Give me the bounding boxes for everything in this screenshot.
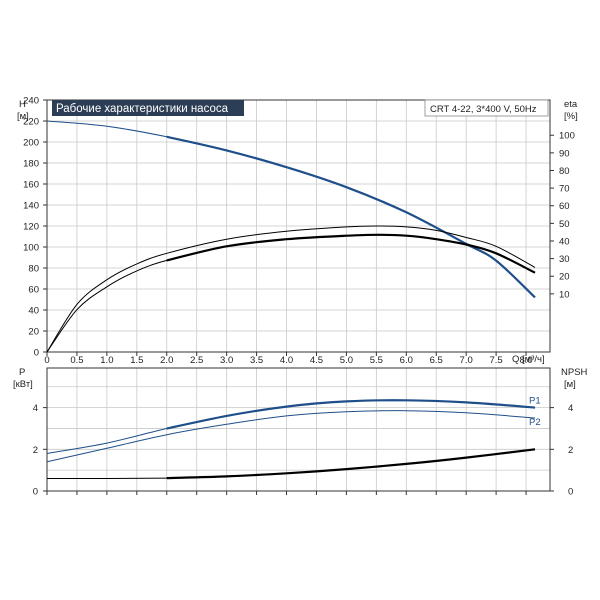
series-label-p2: P2	[529, 417, 541, 428]
x-tick-label: 8.0	[519, 355, 532, 366]
lower-series-line-1	[46, 410, 536, 463]
left-tick-label: 4	[33, 403, 38, 414]
x-tick-label: 2.0	[160, 355, 173, 366]
lower-right-axis-unit: [м]	[564, 379, 576, 390]
left-tick-label: 0	[33, 487, 38, 498]
left-tick-label: 40	[28, 306, 39, 317]
lower-plot-frame	[46, 367, 551, 492]
title-box	[52, 100, 244, 116]
left-tick-label: 80	[28, 264, 39, 275]
right-tick-label: 30	[559, 254, 570, 265]
left-tick-label: 240	[23, 96, 39, 107]
lower-left-axis-unit: [кВт]	[13, 379, 33, 390]
x-tick-label: 5.5	[370, 355, 383, 366]
upper-left-axis-unit: [м]	[17, 111, 29, 122]
x-tick-label: 6.5	[430, 355, 443, 366]
x-tick-label: 6.0	[400, 355, 413, 366]
left-tick-label: 20	[28, 327, 39, 338]
lower-series-line-highlight-0	[166, 399, 536, 430]
x-tick-label: 0.5	[70, 355, 83, 366]
x-tick-label: 1.0	[100, 355, 113, 366]
upper-left-axis-label: H	[19, 99, 26, 110]
right-tick-label: 100	[559, 131, 575, 142]
left-tick-label: 100	[23, 243, 39, 254]
left-tick-label: 0	[34, 348, 39, 359]
upper-plot-grid	[47, 99, 550, 353]
right-tick-label: 40	[559, 236, 570, 247]
series-line-2	[46, 225, 536, 353]
series-line-highlight-1	[166, 233, 536, 274]
right-tick-label: 90	[559, 148, 570, 159]
upper-right-axis-unit: [%]	[564, 111, 578, 122]
left-tick-label: 220	[23, 117, 39, 128]
series-line-0	[46, 120, 536, 298]
x-tick-label: 0	[44, 355, 49, 366]
x-tick-label: 2.5	[190, 355, 203, 366]
lower-left-axis-label: P	[19, 367, 25, 378]
x-tick-label: 4.0	[280, 355, 293, 366]
x-tick-label: 7.0	[460, 355, 473, 366]
chart-title: Рабочие характеристики насоса	[56, 103, 229, 115]
pump-label: CRT 4-22, 3*400 V, 50Hz	[430, 104, 537, 115]
upper-tick-labels: 0 20 40 60 80 100 120 140 160 180 200 220 240 10 20 30 4…	[23, 96, 575, 367]
left-tick-label: 2	[33, 445, 38, 456]
right-tick-label: 20	[559, 272, 570, 283]
right-tick-label: 4	[568, 403, 573, 414]
right-tick-label: 60	[559, 201, 570, 212]
left-tick-label: 140	[23, 201, 39, 212]
lower-series-line-highlight-2	[166, 448, 536, 480]
x-tick-label: 5.0	[340, 355, 353, 366]
right-tick-label: 50	[559, 219, 570, 230]
left-tick-label: 180	[23, 159, 39, 170]
x-tick-label: 4.5	[310, 355, 323, 366]
right-tick-label: 10	[559, 289, 570, 300]
left-tick-label: 200	[23, 138, 39, 149]
lower-plot-grid	[47, 368, 550, 491]
series-line-highlight-0	[166, 135, 536, 299]
x-tick-label: 7.5	[489, 355, 502, 366]
upper-right-axis-label: eta	[564, 99, 578, 110]
right-tick-label: 0	[568, 487, 573, 498]
lower-tick-labels: 0 2 4 0 2 4	[33, 403, 574, 497]
pump-label-box	[424, 99, 549, 117]
right-tick-label: 2	[568, 445, 573, 456]
x-tick-label: 3.5	[250, 355, 263, 366]
series-line-1	[46, 234, 536, 353]
x-axis-label: Q [м³/ч]	[512, 354, 545, 365]
x-tick-label: 3.0	[220, 355, 233, 366]
left-tick-label: 120	[23, 222, 39, 233]
lower-series-line-2	[46, 448, 536, 480]
left-tick-label: 60	[28, 285, 39, 296]
x-tick-label: 1.5	[130, 355, 143, 366]
upper-curves	[46, 120, 536, 353]
right-tick-label: 80	[559, 166, 570, 177]
left-tick-label: 160	[23, 180, 39, 191]
series-label-p1: P1	[529, 396, 541, 407]
right-tick-label: 70	[559, 184, 570, 195]
lower-right-axis-label: NPSH	[561, 367, 588, 378]
lower-curves: P1 P2	[46, 396, 541, 480]
